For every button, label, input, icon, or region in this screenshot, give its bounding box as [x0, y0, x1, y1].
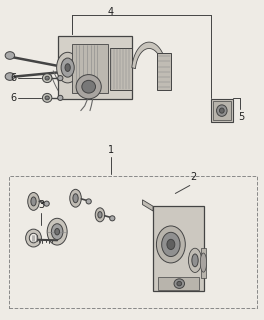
- Ellipse shape: [200, 253, 207, 272]
- Bar: [30, 235, 37, 241]
- Ellipse shape: [58, 95, 63, 100]
- Ellipse shape: [51, 224, 63, 240]
- Ellipse shape: [43, 74, 52, 83]
- Bar: [8, 176, 257, 308]
- Bar: [110, 49, 132, 90]
- Ellipse shape: [216, 105, 227, 116]
- Ellipse shape: [110, 216, 115, 221]
- Ellipse shape: [76, 75, 101, 99]
- Ellipse shape: [26, 229, 41, 247]
- Ellipse shape: [157, 226, 185, 263]
- Text: 3: 3: [38, 200, 44, 210]
- Bar: [157, 53, 171, 90]
- Bar: [153, 206, 204, 291]
- Ellipse shape: [98, 212, 102, 218]
- Ellipse shape: [95, 208, 105, 222]
- Ellipse shape: [70, 189, 81, 207]
- Ellipse shape: [5, 52, 15, 59]
- Ellipse shape: [44, 201, 49, 206]
- Ellipse shape: [174, 279, 185, 288]
- Ellipse shape: [86, 199, 91, 204]
- Bar: [72, 44, 108, 93]
- Ellipse shape: [65, 64, 70, 71]
- Ellipse shape: [219, 108, 224, 113]
- Ellipse shape: [31, 197, 36, 206]
- Bar: [58, 36, 132, 100]
- Ellipse shape: [57, 52, 79, 83]
- Bar: [213, 101, 231, 120]
- Ellipse shape: [177, 281, 182, 286]
- Ellipse shape: [188, 248, 202, 272]
- Ellipse shape: [82, 80, 96, 93]
- Ellipse shape: [29, 233, 38, 243]
- Text: 5: 5: [238, 112, 244, 122]
- Ellipse shape: [73, 194, 78, 203]
- Ellipse shape: [162, 232, 180, 257]
- Text: 6: 6: [10, 73, 16, 83]
- Ellipse shape: [61, 58, 74, 77]
- Ellipse shape: [55, 228, 59, 235]
- Bar: [211, 99, 233, 123]
- Polygon shape: [143, 200, 153, 211]
- Ellipse shape: [5, 73, 15, 80]
- Ellipse shape: [43, 93, 52, 102]
- Polygon shape: [132, 42, 166, 69]
- Bar: [201, 248, 206, 278]
- Text: 2: 2: [191, 172, 197, 182]
- Ellipse shape: [45, 96, 49, 100]
- Text: 4: 4: [108, 7, 114, 17]
- Ellipse shape: [192, 254, 198, 267]
- Ellipse shape: [58, 76, 63, 81]
- Ellipse shape: [167, 239, 175, 250]
- Ellipse shape: [45, 76, 49, 80]
- Text: 6: 6: [10, 93, 16, 103]
- Bar: [158, 277, 199, 290]
- Text: 1: 1: [108, 145, 114, 155]
- Ellipse shape: [47, 218, 67, 245]
- Ellipse shape: [28, 193, 39, 210]
